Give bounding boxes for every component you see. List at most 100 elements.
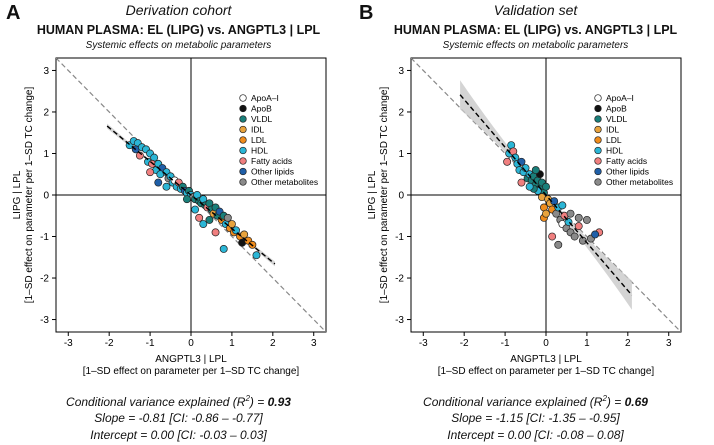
legend-label: VLDL [251,114,273,124]
legend-label: Other metabolites [606,177,673,187]
x-tick-label: -2 [460,338,469,349]
legend-swatch [594,136,602,144]
data-point [154,178,163,187]
y-tick-label: 0 [398,191,404,202]
y-tick-label: -2 [40,274,49,285]
panel-a: A Derivation cohort HUMAN PLASMA: EL (LI… [6,2,327,442]
legend-swatch [594,157,602,165]
legend-swatch [239,157,247,165]
fit-line [106,125,276,265]
data-point [146,168,155,177]
y-tick-label: -1 [395,232,404,243]
data-point [570,232,579,241]
y-tick-label: 2 [398,107,404,118]
x-tick-label: -1 [501,338,510,349]
chart-subtitle: Systemic effects on metabolic parameters [442,40,629,51]
legend-swatch [594,178,602,186]
chart-subtitle: Systemic effects on metabolic parameters [85,40,272,51]
stat-label: Conditional variance explained (R [66,395,246,409]
legend-swatch [594,104,602,113]
data-point [574,213,583,222]
data-point [223,213,232,222]
x-axis-sublabel: [1–SD effect on parameter per 1–SD TC ch… [438,366,655,377]
r2-value: 0.93 [267,395,291,409]
legend-swatch [239,167,247,176]
x-axis-sublabel: [1–SD effect on parameter per 1–SD TC ch… [83,366,300,377]
data-point [240,230,249,239]
data-point [182,195,191,204]
x-tick-label: 0 [188,338,194,349]
x-axis-label: ANGPTL3 | LPL [155,354,227,365]
legend-swatch [239,178,247,186]
variance-explained: Conditional variance explained (R2) = 0.… [66,394,291,409]
x-tick-label: 1 [584,338,590,349]
plot-area [56,58,326,332]
data-point [554,240,563,249]
cohort-title: Validation set [493,2,578,18]
data-point [232,226,240,235]
data-point [542,209,550,218]
fit-line [459,94,633,296]
y-tick-label: 0 [43,191,49,202]
slope-text: Slope = -1.15 [CI: -1.35 – -0.95] [451,411,620,425]
x-tick-label: -3 [419,338,428,349]
data-point [525,182,534,191]
data-point [558,201,567,210]
legend-label: LDL [606,135,622,145]
x-axis-label: ANGPTL3 | LPL [510,354,582,365]
legend-swatch [594,125,602,134]
intercept-text: Intercept = 0.00 [CI: -0.03 – 0.03] [90,428,267,442]
y-tick-label: -2 [395,274,404,285]
y-axis-sublabel: [1–SD effect on parameter per 1–SD TC ch… [379,87,390,304]
legend-label: ApoB [606,104,627,114]
data-point [574,222,583,231]
data-point [195,213,204,222]
y-tick-label: 3 [43,66,49,77]
legend-swatch [239,94,247,102]
legend-label: Other lipids [606,167,649,177]
legend-swatch [594,94,602,102]
data-point [548,232,557,241]
x-tick-label: 0 [543,338,549,349]
y-axis-label: LIPG | LPL [367,170,378,219]
y-axis-label: LIPG | LPL [12,170,23,219]
legend-swatch [594,115,602,123]
legend-swatch [239,104,247,113]
data-point [591,230,600,239]
legend-swatch [239,115,247,123]
data-point [199,220,208,229]
data-point [566,209,575,218]
slope-text: Slope = -0.81 [CI: -0.86 – -0.77] [94,411,263,425]
chart-title: HUMAN PLASMA: EL (LIPG) vs. ANGPTL3 | LP… [393,23,678,37]
y-tick-label: -3 [40,315,49,326]
y-tick-label: -3 [395,315,404,326]
intercept-text: Intercept = 0.00 [CI: -0.08 – 0.08] [447,428,624,442]
x-tick-label: 3 [666,338,672,349]
legend-swatch [239,146,247,155]
panel-letter: A [6,2,21,24]
x-tick-label: -1 [146,338,155,349]
legend-swatch [594,167,602,176]
x-tick-label: 2 [625,338,631,349]
plot-area [411,58,681,332]
data-point [503,157,512,166]
data-point [582,215,591,224]
panel-letter: B [359,2,374,24]
y-axis-sublabel: [1–SD effect on parameter per 1–SD TC ch… [24,87,35,304]
x-tick-label: 3 [311,338,317,349]
cohort-title: Derivation cohort [125,2,232,18]
data-point [542,182,550,191]
legend-label: VLDL [606,114,628,124]
legend-label: LDL [251,135,267,145]
x-tick-label: -2 [105,338,114,349]
data-point [219,245,228,253]
legend-swatch [239,136,247,144]
data-point [227,220,236,229]
legend-label: ApoA–I [251,93,279,103]
legend-label: IDL [606,125,620,135]
x-tick-label: -3 [64,338,73,349]
data-point [211,228,220,237]
y-tick-label: -1 [40,232,49,243]
